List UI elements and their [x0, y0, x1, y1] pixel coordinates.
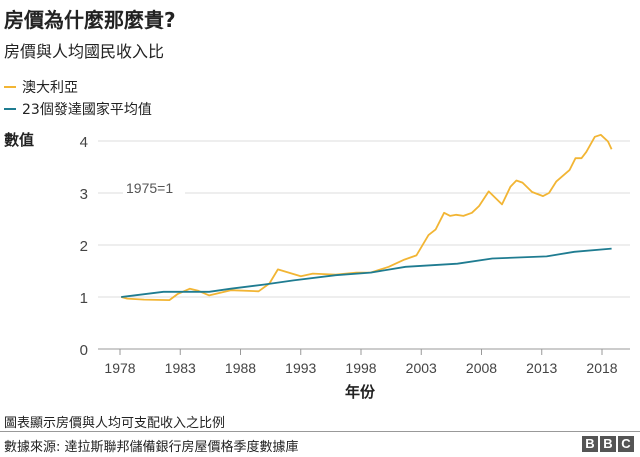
logo-letter: C	[618, 436, 634, 452]
legend-item-average: 23個發達國家平均值	[4, 99, 152, 119]
legend-label: 23個發達國家平均值	[22, 102, 152, 118]
y-tick-label: 3	[80, 186, 88, 203]
x-tick-label: 2018	[586, 360, 617, 376]
divider	[0, 431, 640, 432]
x-tick-label: 2013	[526, 360, 557, 376]
footnote: 圖表顯示房價與人均可支配收入之比例	[4, 416, 226, 431]
y-axis-label: 數值	[4, 131, 34, 149]
y-tick-label: 0	[80, 342, 88, 359]
chart-subtitle: 房價與人均國民收入比	[4, 42, 165, 61]
legend-swatch	[4, 108, 16, 110]
legend-item-australia: 澳大利亞	[4, 77, 78, 97]
logo-letter: B	[582, 436, 598, 452]
x-tick-label: 1998	[345, 360, 376, 376]
y-tick-label: 1	[80, 290, 88, 307]
annotation: 1975=1	[126, 180, 173, 196]
logo-letter: B	[600, 436, 616, 452]
series-line-australia	[120, 133, 613, 301]
annotation-bg	[123, 176, 185, 198]
source-note: 數據來源: 達拉斯聯邦儲備銀行房屋價格季度數據庫	[4, 440, 299, 455]
line-chart: 0 1 2 3 4 1978 1983 1988 1993 1998 2003 2008 2013 201…	[4, 131, 630, 401]
series-line-average	[121, 247, 612, 298]
y-tick-label: 2	[80, 238, 88, 255]
x-tick-label: 2008	[466, 360, 497, 376]
x-axis-label: 年份	[345, 383, 376, 401]
legend-label: 澳大利亞	[22, 80, 78, 96]
legend-swatch	[4, 86, 16, 88]
x-tick-label: 1978	[104, 360, 135, 376]
x-tick-label: 1988	[225, 360, 256, 376]
y-tick-label: 4	[80, 134, 88, 151]
x-tick-label: 1983	[165, 360, 196, 376]
x-tick-label: 2003	[406, 360, 437, 376]
x-tick-label: 1993	[285, 360, 316, 376]
chart-title: 房價為什麼那麼貴?	[4, 8, 176, 32]
